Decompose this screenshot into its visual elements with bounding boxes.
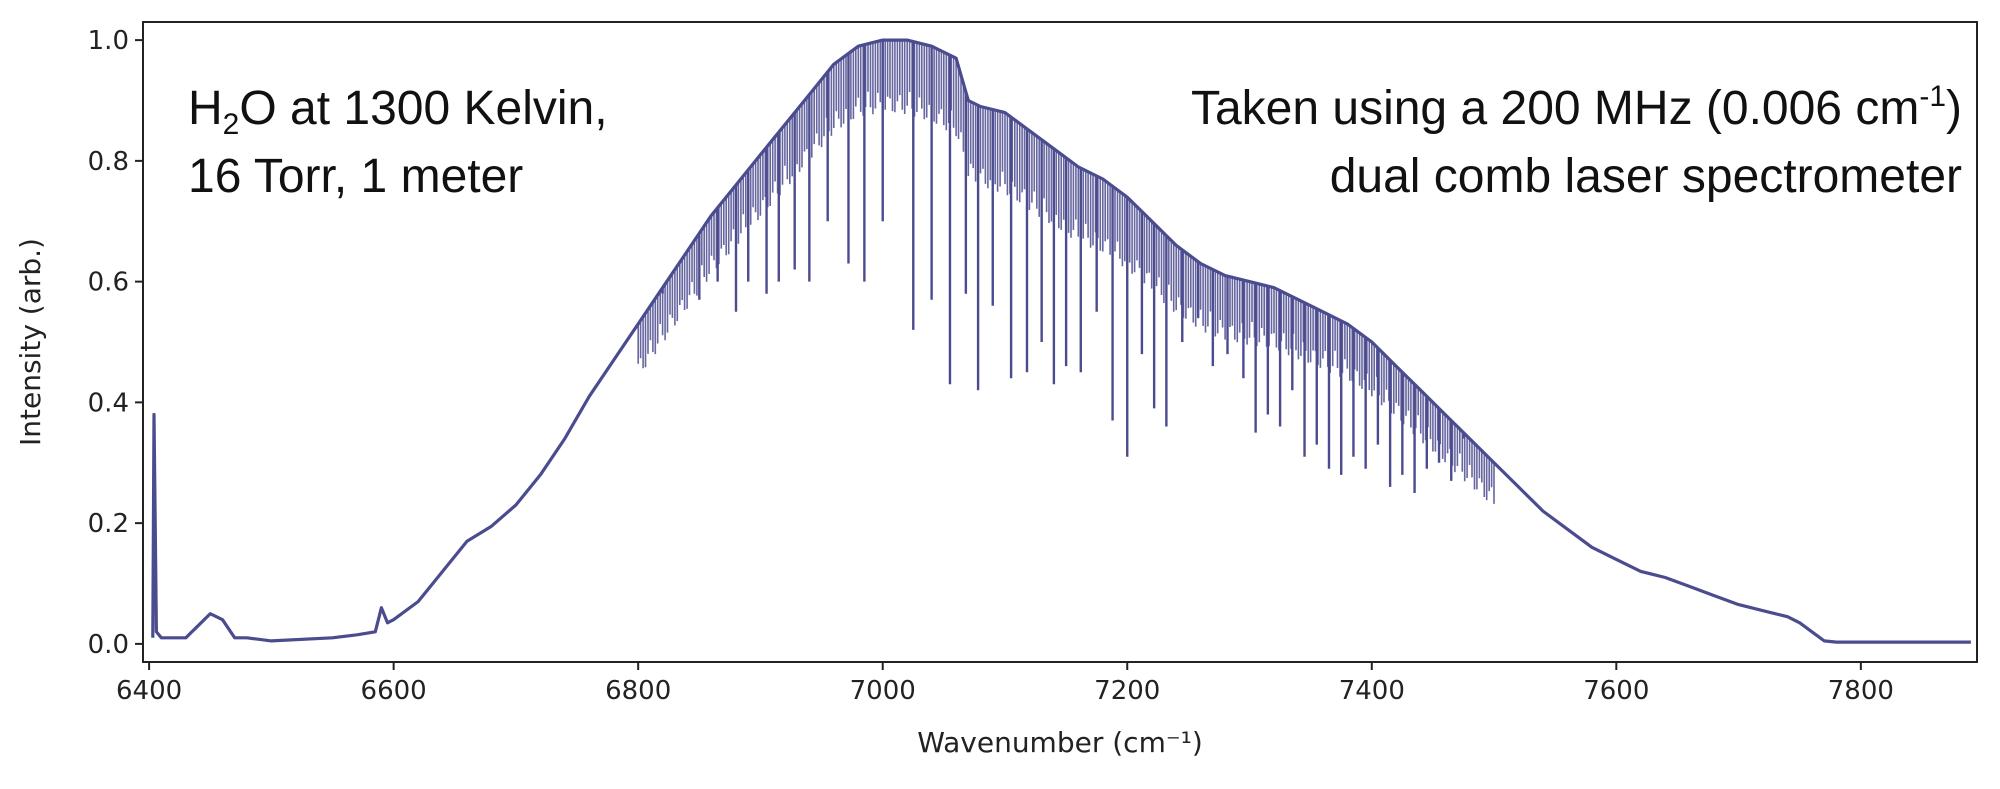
annotation-instrument-post: ) bbox=[1946, 82, 1962, 135]
x-tick-label: 6600 bbox=[361, 676, 427, 706]
y-tick-label: 0.4 bbox=[88, 388, 129, 418]
annotation-instrument-pre: Taken using a 200 MHz (0.006 cm bbox=[1191, 82, 1919, 135]
x-axis-title: Wavenumber (cm⁻¹) bbox=[917, 726, 1203, 759]
x-tick-label: 7600 bbox=[1583, 676, 1649, 706]
annotation-conditions-subscript: 2 bbox=[223, 108, 240, 141]
annotation-instrument-line2: dual comb laser spectrometer bbox=[1330, 150, 1962, 203]
ticks-layer: 6400 6600 6800 7000 7200 7400 7600 7800 0.0 0.2 0.… bbox=[88, 26, 1894, 706]
y-tick-label: 0.0 bbox=[88, 630, 129, 660]
x-tick-label: 6800 bbox=[605, 676, 671, 706]
x-tick-label: 7800 bbox=[1828, 676, 1894, 706]
spectrum-line bbox=[151, 38, 1971, 644]
annotation-conditions-post: O at 1300 Kelvin, bbox=[239, 82, 607, 135]
annotation-conditions-line1: H2O at 1300 Kelvin, bbox=[188, 82, 608, 141]
annotation-conditions-line2: 16 Torr, 1 meter bbox=[188, 150, 523, 203]
x-tick-label: 6400 bbox=[116, 676, 182, 706]
plot-frame bbox=[142, 21, 1978, 663]
annotation-instrument-line1: Taken using a 200 MHz (0.006 cm-1) bbox=[1191, 80, 1962, 135]
absorption-band bbox=[637, 40, 1495, 504]
annotation-conditions-pre: H bbox=[188, 82, 223, 135]
y-tick-label: 1.0 bbox=[88, 26, 129, 56]
annotation-instrument-superscript: -1 bbox=[1919, 80, 1946, 113]
x-tick-label: 7000 bbox=[850, 676, 916, 706]
x-tick-label: 7400 bbox=[1339, 676, 1405, 706]
y-tick-label: 0.8 bbox=[88, 147, 129, 177]
y-tick-label: 0.2 bbox=[88, 509, 129, 539]
data-layer bbox=[151, 38, 1971, 644]
y-tick-label: 0.6 bbox=[88, 268, 129, 298]
x-tick-label: 7200 bbox=[1094, 676, 1160, 706]
y-axis-title: Intensity (arb.) bbox=[14, 238, 47, 446]
